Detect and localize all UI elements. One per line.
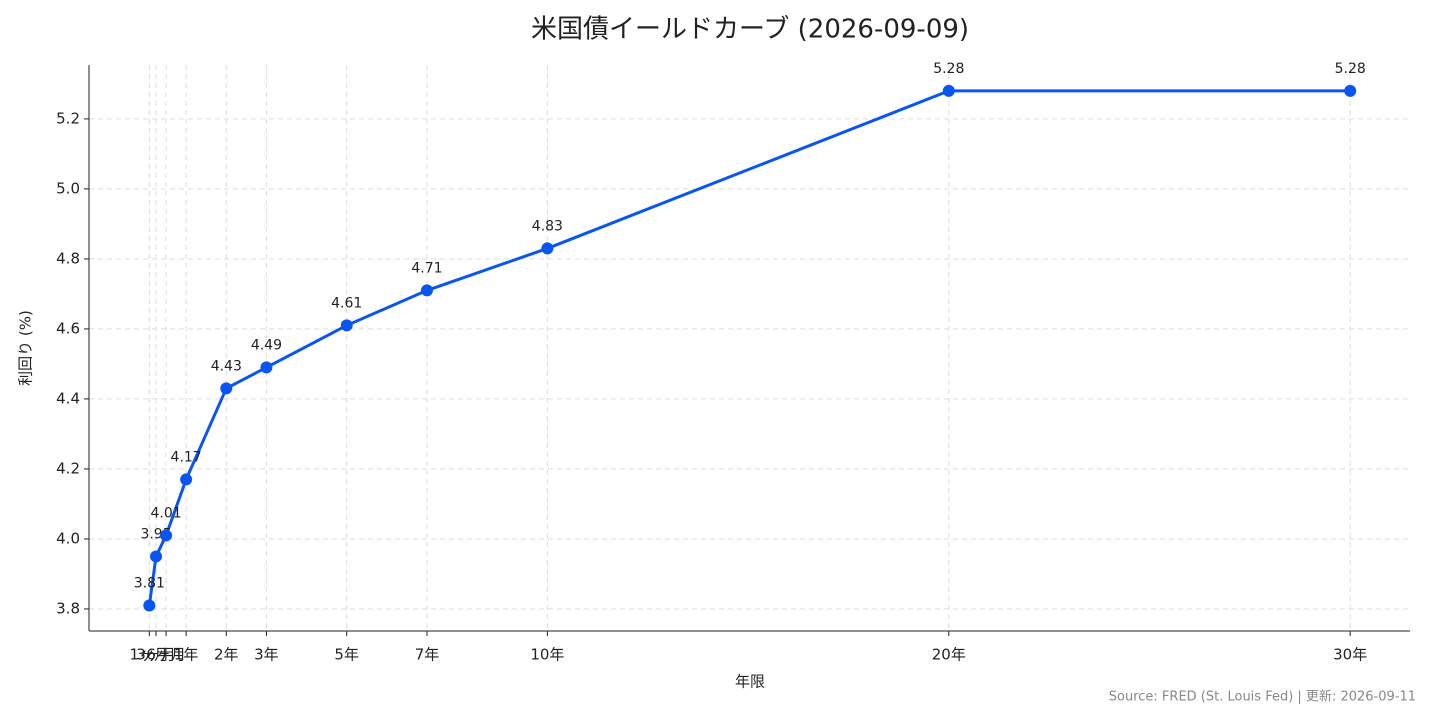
point — [541, 242, 554, 255]
point — [260, 361, 273, 374]
data-label: 4.49 — [251, 337, 282, 353]
y-tick-label: 4.0 — [56, 529, 80, 547]
x-tick-label: 1年 — [174, 646, 199, 664]
point — [942, 84, 955, 97]
point — [1344, 84, 1357, 97]
point — [180, 473, 193, 486]
point — [160, 529, 173, 542]
x-tick-label: 2年 — [214, 646, 239, 664]
source-note: Source: FRED (St. Louis Fed) | 更新: 2026-… — [1109, 689, 1416, 705]
x-tick-label: 10年 — [530, 646, 564, 664]
x-tick-label: 3年 — [254, 646, 279, 664]
y-tick-label: 3.8 — [56, 599, 80, 617]
y-tick-label: 5.0 — [56, 179, 80, 197]
data-label: 4.43 — [211, 358, 242, 374]
y-tick-label: 4.6 — [56, 319, 80, 337]
x-axis-label: 年限 — [735, 673, 765, 691]
data-label: 5.28 — [933, 61, 964, 77]
data-label: 4.83 — [532, 218, 563, 234]
data-label: 3.81 — [134, 575, 165, 591]
y-tick-label: 5.2 — [56, 109, 80, 127]
x-tick-label: 7年 — [415, 646, 440, 664]
point — [143, 599, 156, 612]
point — [220, 382, 233, 395]
x-tick-label: 30年 — [1333, 646, 1367, 664]
data-label: 5.28 — [1335, 61, 1366, 77]
point — [420, 284, 433, 297]
x-tick-label: 5年 — [334, 646, 359, 664]
point — [340, 319, 353, 332]
line — [147, 89, 1351, 606]
data-label: 4.17 — [171, 449, 202, 465]
x-tick-label: 3ヶ月 — [136, 646, 176, 664]
x-tick-label: 6ヶ月 — [146, 646, 186, 664]
data-label: 4.71 — [411, 260, 442, 276]
y-axis-label: 利回り (%) — [17, 310, 35, 386]
chart-title: 米国債イールドカーブ (2026-09-09) — [531, 15, 969, 45]
y-tick-label: 4.2 — [56, 459, 80, 477]
x-tick-label: 1ヶ月 — [130, 646, 170, 664]
data-label: 4.01 — [150, 505, 181, 521]
x-tick-label: 20年 — [932, 646, 966, 664]
y-tick-label: 4.4 — [56, 389, 80, 407]
point — [150, 550, 163, 563]
data-label: 4.61 — [331, 295, 362, 311]
y-tick-label: 4.8 — [56, 249, 80, 267]
